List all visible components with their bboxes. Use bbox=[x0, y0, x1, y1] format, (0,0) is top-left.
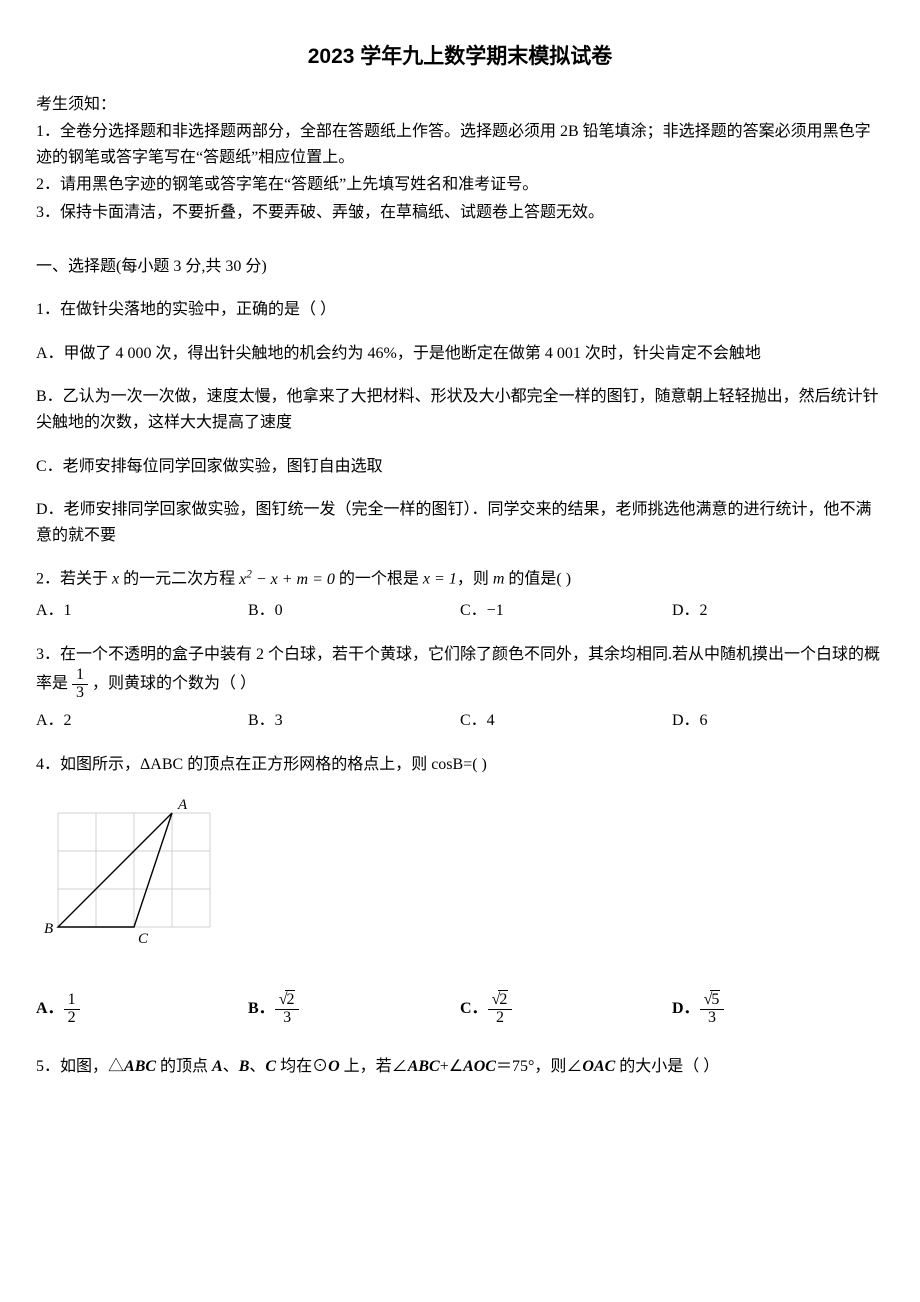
q4-opt-c-label: C． bbox=[460, 996, 488, 1022]
q1-option-d: D．老师安排同学回家做实验，图钉统一发（完全一样的图钉）．同学交来的结果，老师挑… bbox=[36, 497, 884, 548]
q3-fraction: 1 3 bbox=[72, 667, 88, 702]
svg-text:C: C bbox=[138, 931, 149, 947]
question-4: 4．如图所示，ΔABC 的顶点在正方形网格的格点上，则 cosB=( ) A B C… bbox=[36, 752, 884, 1027]
q3-frac-num: 1 bbox=[72, 667, 88, 685]
question-1: 1．在做针尖落地的实验中，正确的是（ ） A．甲做了 4 000 次，得出针尖触… bbox=[36, 297, 884, 548]
q1-option-c: C．老师安排每位同学回家做实验，图钉自由选取 bbox=[36, 454, 884, 480]
q4-opt-c-frac: 2 2 bbox=[488, 992, 513, 1027]
notice-line-1: 1．全卷分选择题和非选择题两部分，全部在答题纸上作答。选择题必须用 2B 铅笔填… bbox=[36, 119, 884, 170]
notice-head: 考生须知： bbox=[36, 92, 884, 118]
svg-text:A: A bbox=[177, 797, 188, 813]
q2-root: x = 1 bbox=[423, 571, 457, 588]
notice-line-2: 2．请用黑色字迹的钢笔或答字笔在“答题纸”上先填写姓名和准考证号。 bbox=[36, 172, 884, 198]
q3-option-a: A．2 bbox=[36, 708, 248, 734]
q1-stem: 1．在做针尖落地的实验中，正确的是（ ） bbox=[36, 297, 884, 323]
q3-option-c: C．4 bbox=[460, 708, 672, 734]
question-2: 2．若关于 x 的一元二次方程 x2 − x + m = 0 的一个根是 x =… bbox=[36, 566, 884, 624]
q2-option-a: A．1 bbox=[36, 598, 248, 624]
q2-stem-pre: 2．若关于 bbox=[36, 571, 112, 588]
q4-opt-a-num: 1 bbox=[64, 992, 80, 1010]
q5-stem: 5．如图，△ABC 的顶点 A、B、C 均在⊙O 上，若∠ABC+∠AOC＝75… bbox=[36, 1054, 884, 1080]
q2-stem-mid3: ，则 bbox=[457, 571, 493, 588]
q2-option-c: C．−1 bbox=[460, 598, 672, 624]
q2-stem-mid1: 的一元二次方程 bbox=[119, 571, 239, 588]
q2-equation: x2 − x + m = 0 bbox=[239, 571, 335, 588]
q2-stem-mid2: 的一个根是 bbox=[335, 571, 423, 588]
question-5: 5．如图，△ABC 的顶点 A、B、C 均在⊙O 上，若∠ABC+∠AOC＝75… bbox=[36, 1054, 884, 1080]
q2-option-b: B．0 bbox=[248, 598, 460, 624]
q2-var-m: m bbox=[493, 571, 505, 588]
q2-stem-post: 的值是( ) bbox=[504, 571, 571, 588]
q4-opt-d-label: D． bbox=[672, 996, 700, 1022]
q4-opt-a-label: A． bbox=[36, 996, 64, 1022]
q4-opt-a-den: 2 bbox=[64, 1010, 80, 1027]
q4-opt-b-label: B． bbox=[248, 996, 275, 1022]
q2-stem: 2．若关于 x 的一元二次方程 x2 − x + m = 0 的一个根是 x =… bbox=[36, 566, 884, 592]
q4-opt-c-den: 2 bbox=[488, 1010, 513, 1027]
q3-option-d: D．6 bbox=[672, 708, 884, 734]
q4-option-a: A． 1 2 bbox=[36, 992, 248, 1027]
q4-opt-b-num: 2 bbox=[275, 992, 300, 1010]
q4-opt-d-frac: 5 3 bbox=[700, 992, 725, 1027]
question-3: 3．在一个不透明的盒子中装有 2 个白球，若干个黄球，它们除了颜色不同外，其余均… bbox=[36, 642, 884, 734]
q1-option-a: A．甲做了 4 000 次，得出针尖触地的机会约为 46%，于是他断定在做第 4… bbox=[36, 341, 884, 367]
q1-option-b: B．乙认为一次一次做，速度太慢，他拿来了大把材料、形状及大小都完全一样的图钉，随… bbox=[36, 384, 884, 435]
q2-option-d: D．2 bbox=[672, 598, 884, 624]
q3-frac-den: 3 bbox=[72, 685, 88, 702]
notice-line-3: 3．保持卡面清洁，不要折叠，不要弄破、弄皱，在草稿纸、试题卷上答题无效。 bbox=[36, 200, 884, 226]
q4-grid-svg: A B C bbox=[36, 795, 226, 955]
section-1-head: 一、选择题(每小题 3 分,共 30 分) bbox=[36, 254, 884, 280]
q4-opt-b-den: 3 bbox=[275, 1010, 300, 1027]
q4-opt-d-den: 3 bbox=[700, 1010, 725, 1027]
q4-figure: A B C bbox=[36, 795, 884, 964]
page-title: 2023 学年九上数学期末模拟试卷 bbox=[36, 40, 884, 74]
svg-text:B: B bbox=[44, 921, 53, 937]
q4-options: A． 1 2 B． 2 3 C． 2 2 D． 5 3 bbox=[36, 992, 884, 1027]
q3-options: A．2 B．3 C．4 D．6 bbox=[36, 708, 884, 734]
q3-stem-post: ，则黄球的个数为（ ） bbox=[92, 675, 256, 692]
q3-stem: 3．在一个不透明的盒子中装有 2 个白球，若干个黄球，它们除了颜色不同外，其余均… bbox=[36, 642, 884, 702]
q4-opt-b-frac: 2 3 bbox=[275, 992, 300, 1027]
q2-options: A．1 B．0 C．−1 D．2 bbox=[36, 598, 884, 624]
q4-opt-d-num: 5 bbox=[700, 992, 725, 1010]
q3-option-b: B．3 bbox=[248, 708, 460, 734]
q4-stem: 4．如图所示，ΔABC 的顶点在正方形网格的格点上，则 cosB=( ) bbox=[36, 752, 884, 778]
q4-option-d: D． 5 3 bbox=[672, 992, 884, 1027]
q4-opt-a-frac: 1 2 bbox=[64, 992, 80, 1027]
q4-option-c: C． 2 2 bbox=[460, 992, 672, 1027]
q4-opt-c-num: 2 bbox=[488, 992, 513, 1010]
q4-option-b: B． 2 3 bbox=[248, 992, 460, 1027]
